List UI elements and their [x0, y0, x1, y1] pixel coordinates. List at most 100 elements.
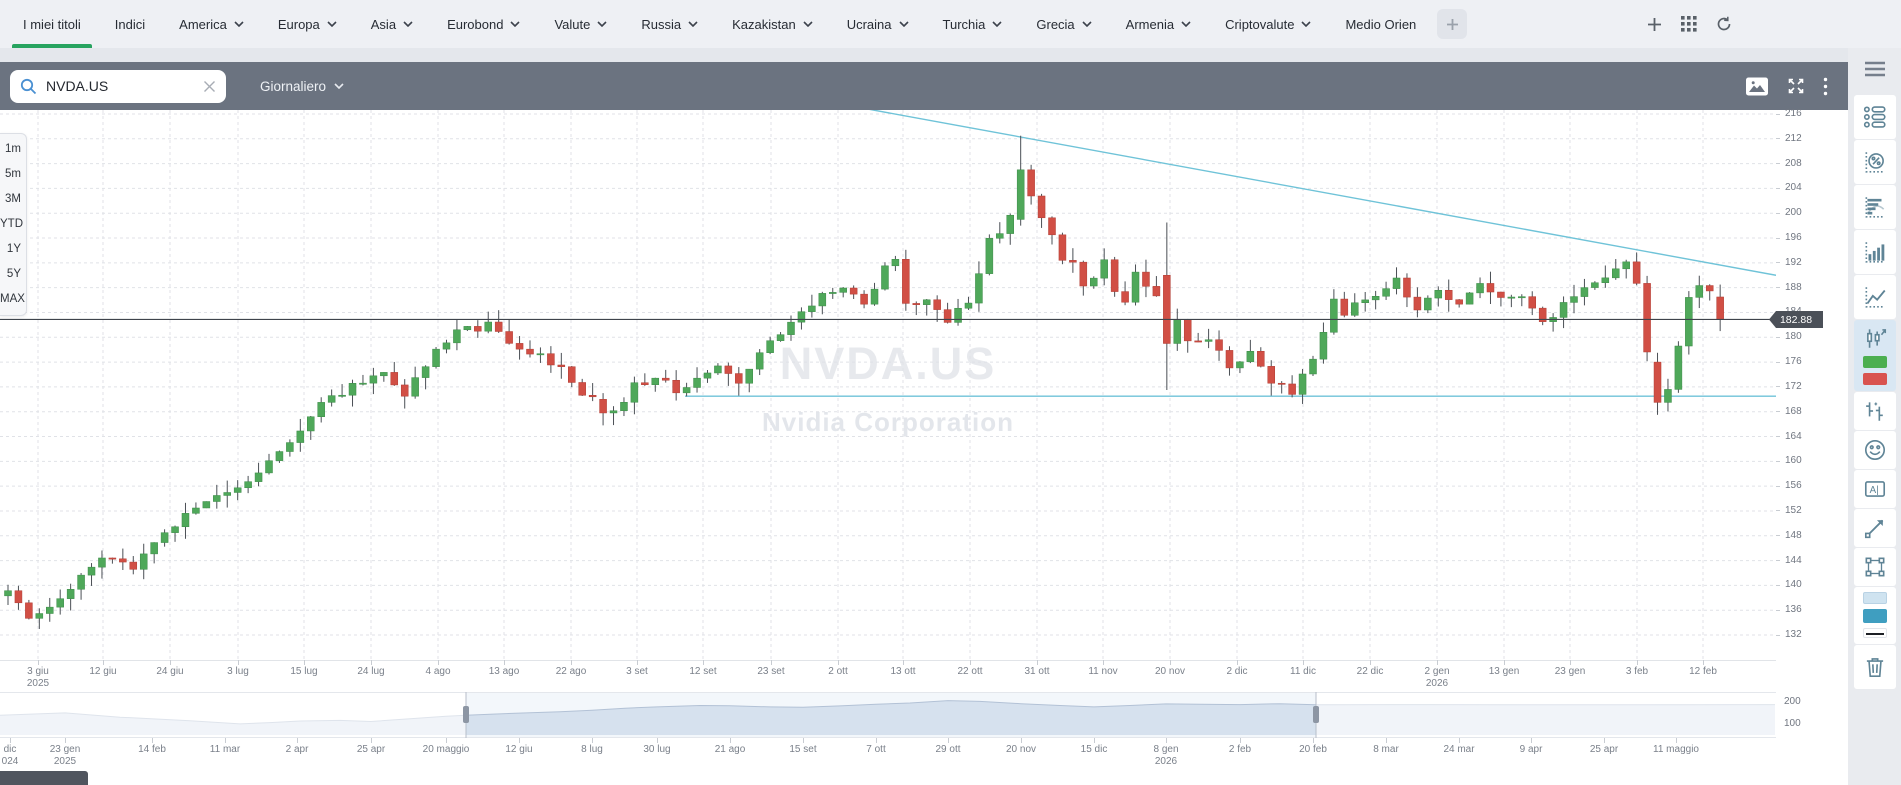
tab-grecia[interactable]: Grecia — [1019, 0, 1108, 48]
range-button-1m[interactable]: 1m — [5, 143, 21, 155]
date-axis-label: dic 024 — [1, 744, 19, 767]
tab-valute[interactable]: Valute — [537, 0, 624, 48]
delete-drawings-button[interactable] — [1853, 645, 1896, 689]
chart-toolbar-actions — [1745, 76, 1828, 97]
tab-kazakistan[interactable]: Kazakistan — [715, 0, 830, 48]
range-button-5m[interactable]: 5m — [5, 168, 21, 180]
price-axis-tick — [1776, 560, 1780, 562]
candles-layer — [4, 135, 1724, 629]
market-tabbar: I miei titoli Indici America Europa Asia… — [0, 0, 1901, 48]
stroke-color-swatch[interactable] — [1862, 609, 1887, 623]
tab-medio-oriente[interactable]: Medio Orien — [1328, 0, 1433, 48]
line-chart-button[interactable] — [1853, 275, 1896, 319]
instrument-list-button[interactable] — [1853, 95, 1896, 139]
range-button-3m[interactable]: 3M — [5, 193, 21, 205]
range-button-ytd[interactable]: YTD — [0, 218, 23, 230]
date-axis-tick — [903, 660, 904, 665]
trendline — [869, 110, 1776, 276]
down-color-swatch[interactable] — [1862, 373, 1887, 385]
fill-color-swatch[interactable] — [1862, 592, 1887, 604]
chevron-down-icon — [327, 21, 337, 27]
fullscreen-button[interactable] — [1786, 76, 1806, 96]
tab-label: Turchia — [942, 16, 986, 32]
navigator-axis-label: 100 — [1784, 718, 1801, 729]
date-axis-tick — [1531, 738, 1532, 743]
range-button-max[interactable]: MAX — [0, 293, 25, 305]
volume-profile-button[interactable] — [1853, 185, 1896, 229]
date-axis-label: 15 lug — [290, 666, 318, 677]
tab-america[interactable]: America — [162, 0, 261, 48]
candlestick-chart-icon — [1866, 329, 1886, 348]
layout-grid-button[interactable] — [1680, 15, 1698, 33]
date-axis-label: 12 giu — [505, 744, 533, 755]
date-axis-label: 8 gen 2026 — [1153, 744, 1179, 767]
add-tab-button[interactable] — [1437, 9, 1468, 39]
tab-turchia[interactable]: Turchia — [926, 0, 1020, 48]
navigator-handle[interactable] — [463, 706, 469, 723]
date-axis-label: 24 mar — [1443, 744, 1475, 755]
arrow-tool-button[interactable] — [1853, 509, 1896, 547]
date-axis[interactable]: 3 giu 2025 12 giu 24 giu 3 lug 15 lug 24 lug 4 … — [0, 660, 1848, 692]
selection-tool-button[interactable] — [1853, 548, 1896, 586]
navigator-axis-label: 200 — [1784, 696, 1801, 707]
last-price-tag: 182.88 — [1769, 311, 1823, 328]
price-axis-label: 204 — [1785, 182, 1802, 194]
price-axis-tick — [1776, 436, 1780, 438]
new-widget-button[interactable] — [1645, 15, 1663, 33]
percent-scale-button[interactable] — [1853, 140, 1896, 184]
date-axis-tick — [1370, 660, 1371, 665]
tab-criptovalute[interactable]: Criptovalute — [1208, 0, 1328, 48]
text-tool-button[interactable]: A| — [1853, 470, 1896, 508]
line-width-swatch[interactable] — [1862, 628, 1887, 638]
range-button-1y[interactable]: 1Y — [6, 243, 21, 255]
timeframe-select[interactable]: Giornaliero — [260, 79, 344, 94]
last-price-value: 182.88 — [1779, 313, 1813, 326]
emoji-tool-button[interactable] — [1853, 431, 1896, 469]
chevron-down-icon — [898, 21, 909, 27]
snapshot-button[interactable] — [1745, 76, 1769, 97]
date-axis-tick — [1313, 738, 1314, 743]
price-axis-label: 160 — [1785, 455, 1802, 467]
symbol-search-input[interactable]: NVDA.US — [10, 69, 226, 103]
menu-icon[interactable] — [1864, 61, 1886, 82]
date-axis-label: 12 giu — [89, 666, 117, 677]
line-chart-icon — [1865, 287, 1885, 308]
refresh-button[interactable] — [1715, 15, 1733, 33]
up-color-swatch[interactable] — [1862, 356, 1887, 368]
date-axis-tick — [65, 738, 66, 743]
date-axis-label: 23 gen 2025 — [49, 744, 81, 767]
tab-indici[interactable]: Indici — [98, 0, 162, 48]
date-axis-tick — [38, 660, 39, 665]
price-axis-tick — [1776, 287, 1780, 289]
tab-ucraina[interactable]: Ucraina — [830, 0, 926, 48]
price-axis-label: 132 — [1785, 629, 1802, 640]
tab-asia[interactable]: Asia — [354, 0, 430, 48]
tab-armenia[interactable]: Armenia — [1109, 0, 1208, 48]
tab-i-miei-titoli[interactable]: I miei titoli — [6, 0, 98, 48]
date-axis-label: 22 ago — [555, 666, 587, 677]
chart-navigator[interactable]: 200 100 — [0, 692, 1848, 738]
date-axis-tick — [1437, 660, 1438, 665]
price-axis[interactable]: 2162122082042001961921881841801761721681… — [1776, 108, 1848, 660]
tab-russia[interactable]: Russia — [624, 0, 715, 48]
navigator-handle[interactable] — [1313, 706, 1319, 723]
chevron-down-icon — [510, 21, 521, 27]
svg-text:A|: A| — [1869, 485, 1878, 496]
tab-eurobond[interactable]: Eurobond — [430, 0, 537, 48]
more-options-button[interactable] — [1823, 77, 1828, 96]
price-axis-label: 152 — [1785, 504, 1802, 516]
widget-gap — [0, 48, 1848, 62]
ohlc-chart-button[interactable] — [1853, 392, 1896, 430]
clear-search-icon[interactable] — [203, 80, 216, 93]
price-chart-canvas[interactable]: NVDA.US Nvidia Corporation 1m 5m 3M YTD … — [0, 108, 1848, 660]
date-axis-label: 13 ott — [890, 666, 916, 677]
tab-label: Criptovalute — [1225, 16, 1295, 32]
candlestick-chart-button[interactable] — [1853, 320, 1896, 391]
range-button-5y[interactable]: 5Y — [6, 268, 21, 280]
chevron-down-icon — [992, 21, 1002, 27]
candlestick-chart[interactable] — [0, 110, 1776, 660]
date-axis-tick — [1504, 660, 1505, 665]
tab-europa[interactable]: Europa — [261, 0, 354, 48]
volume-bars-button[interactable] — [1853, 230, 1896, 274]
price-axis-tick — [1776, 336, 1780, 338]
